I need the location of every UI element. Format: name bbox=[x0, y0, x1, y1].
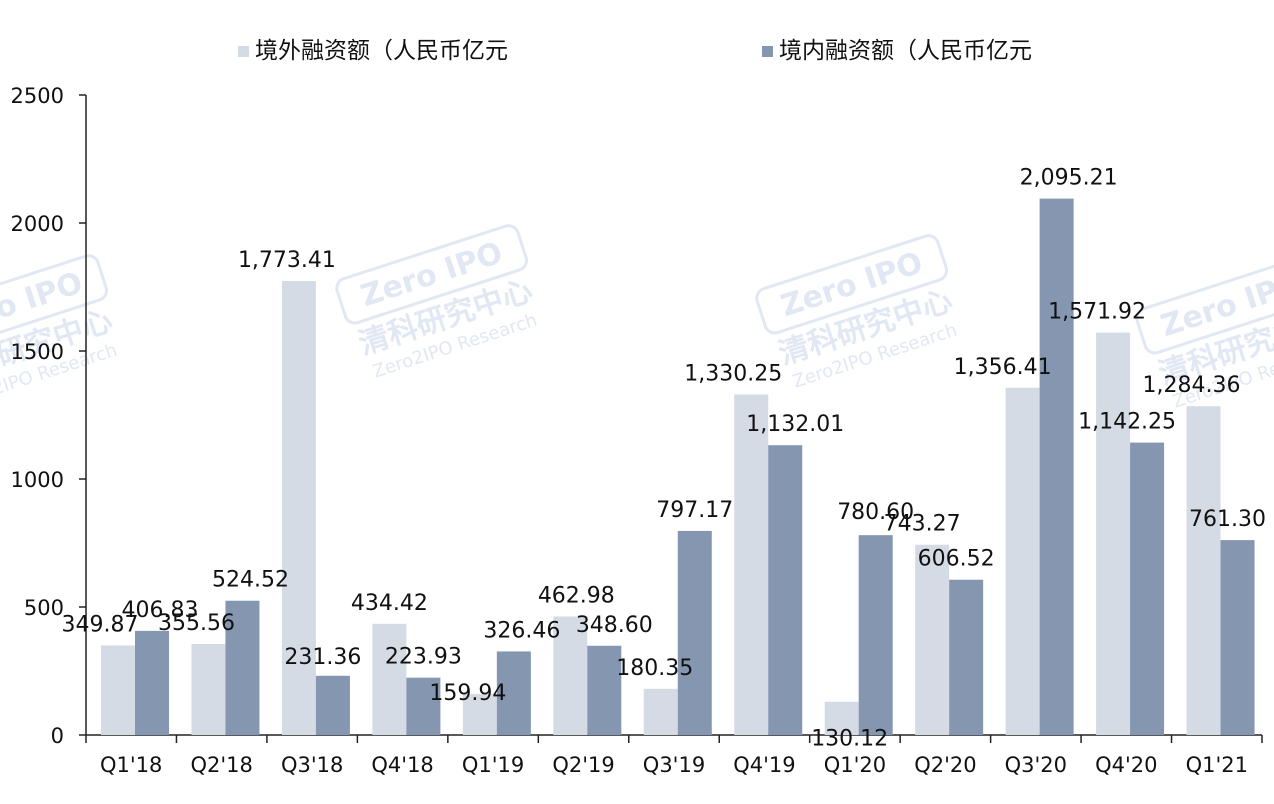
bar-domestic bbox=[496, 651, 531, 735]
x-tick-label: Q2'20 bbox=[914, 753, 976, 777]
data-label: 1,571.92 bbox=[1048, 300, 1146, 325]
data-label: 1,356.41 bbox=[954, 355, 1052, 380]
data-label: 223.93 bbox=[385, 645, 462, 670]
bar-overseas bbox=[191, 643, 226, 735]
legend-swatch bbox=[762, 46, 773, 57]
bar-domestic bbox=[1220, 540, 1255, 735]
data-label: 524.52 bbox=[212, 568, 289, 593]
bar-domestic bbox=[1039, 198, 1074, 736]
data-label: 180.35 bbox=[616, 656, 693, 681]
data-label: 743.27 bbox=[884, 512, 961, 537]
y-tick-label: 2000 bbox=[11, 212, 64, 236]
bar-overseas bbox=[462, 694, 497, 735]
legend: 境外融资额（人民币亿元 境内融资额（人民币亿元 bbox=[238, 38, 1032, 64]
data-label: 159.94 bbox=[429, 681, 506, 706]
bar-overseas bbox=[281, 281, 316, 735]
data-label: 348.60 bbox=[576, 613, 653, 638]
data-label: 2,095.21 bbox=[1020, 166, 1118, 191]
x-tick-label: Q1'18 bbox=[100, 753, 162, 777]
x-tick-label: Q1'20 bbox=[824, 753, 886, 777]
y-tick-label: 500 bbox=[24, 596, 64, 620]
data-label: 1,284.36 bbox=[1143, 373, 1241, 398]
y-tick-label: 1000 bbox=[11, 468, 64, 492]
data-label: 406.83 bbox=[122, 598, 199, 623]
bar-overseas bbox=[1186, 406, 1221, 735]
x-tick-label: Q2'19 bbox=[552, 753, 614, 777]
data-label: 780.60 bbox=[837, 500, 914, 525]
bar-overseas bbox=[1096, 332, 1131, 735]
data-label: 1,330.25 bbox=[684, 361, 782, 386]
legend-label: 境内融资额（人民币亿元 bbox=[779, 38, 1032, 64]
bar-overseas bbox=[372, 623, 407, 735]
bar-overseas bbox=[643, 688, 678, 735]
x-tick-label: Q3'20 bbox=[1005, 753, 1067, 777]
data-label: 355.56 bbox=[158, 611, 235, 636]
x-tick-label: Q3'19 bbox=[643, 753, 705, 777]
data-label: 349.87 bbox=[62, 612, 139, 637]
data-label: 434.42 bbox=[351, 591, 428, 616]
data-label: 606.52 bbox=[918, 547, 995, 572]
legend-label: 境外融资额（人民币亿元 bbox=[255, 38, 508, 64]
bar-overseas bbox=[824, 701, 859, 735]
data-label: 761.30 bbox=[1189, 507, 1266, 532]
x-tick-label: Q1'21 bbox=[1186, 753, 1248, 777]
bar-domestic bbox=[1130, 442, 1165, 735]
x-tick-label: Q4'20 bbox=[1095, 753, 1157, 777]
x-tick-label: Q3'18 bbox=[281, 753, 343, 777]
data-label: 231.36 bbox=[284, 645, 361, 670]
x-tick-label: Q4'18 bbox=[371, 753, 433, 777]
bar-domestic bbox=[587, 645, 622, 735]
bar-overseas bbox=[734, 394, 769, 735]
bars bbox=[101, 198, 1255, 736]
data-label: 797.17 bbox=[656, 498, 733, 523]
bar-overseas bbox=[101, 645, 135, 735]
data-label: 326.46 bbox=[483, 618, 560, 643]
data-labels: 349.87 355.56 1,773.41 434.42 159.94 462.98 18… bbox=[62, 166, 1267, 752]
bar-domestic bbox=[406, 677, 441, 735]
y-tick-label: 1500 bbox=[11, 340, 64, 364]
bar-domestic bbox=[949, 579, 984, 735]
data-label: 1,773.41 bbox=[238, 248, 336, 273]
bar-domestic bbox=[315, 675, 350, 735]
bar-domestic bbox=[135, 630, 169, 735]
data-label: 1,142.25 bbox=[1078, 410, 1176, 435]
bar-overseas bbox=[1005, 387, 1040, 735]
bar-domestic bbox=[677, 530, 712, 735]
bar-overseas bbox=[553, 616, 588, 735]
x-tick-label: Q2'18 bbox=[190, 753, 252, 777]
legend-swatch bbox=[238, 46, 249, 57]
axes: 0 500 1000 1500 2000 2500 Q1'18 Q2'18 Q3'18 Q4'18… bbox=[11, 84, 1263, 777]
x-tick-label: Q4'19 bbox=[733, 753, 795, 777]
bar-domestic bbox=[858, 535, 893, 735]
data-label: 130.12 bbox=[811, 727, 888, 752]
data-label: 1,132.01 bbox=[746, 412, 844, 437]
bar-domestic bbox=[768, 445, 803, 735]
y-tick-label: 0 bbox=[51, 724, 64, 748]
data-label: 462.98 bbox=[538, 583, 615, 608]
bar-overseas bbox=[915, 544, 950, 735]
y-tick-label: 2500 bbox=[11, 84, 64, 108]
x-tick-label: Q1'19 bbox=[462, 753, 524, 777]
bar-domestic bbox=[225, 600, 260, 735]
